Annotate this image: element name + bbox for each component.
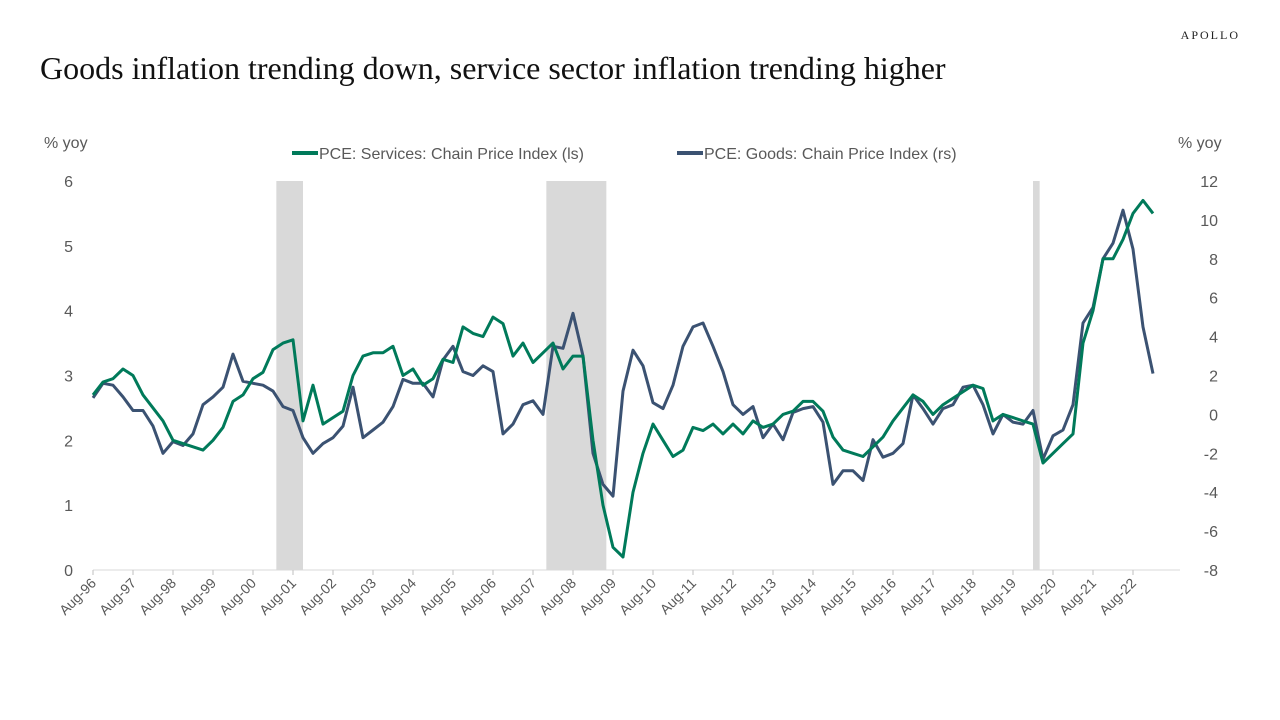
recession-band	[1033, 181, 1040, 570]
x-tick-label: Aug-22	[1096, 575, 1139, 618]
left-y-tick-label: 0	[64, 563, 73, 580]
left-y-tick-label: 6	[64, 174, 73, 191]
x-tick-label: Aug-21	[1056, 575, 1099, 618]
right-y-tick-label: 10	[1200, 213, 1218, 230]
right-y-tick-label: -8	[1204, 563, 1218, 580]
x-tick-label: Aug-10	[616, 575, 659, 618]
left-y-tick-label: 2	[64, 433, 73, 450]
x-tick-label: Aug-08	[536, 575, 579, 618]
x-tick-label: Aug-18	[936, 575, 979, 618]
x-tick-label: Aug-05	[416, 575, 459, 618]
left-y-axis: 0 1 2 3 4 5 6	[64, 174, 73, 580]
x-tick-label: Aug-98	[136, 575, 179, 618]
x-tick-label: Aug-97	[96, 575, 139, 618]
chart-title: Goods inflation trending down, service s…	[40, 50, 946, 86]
x-tick-label: Aug-96	[56, 575, 99, 618]
right-y-tick-label: -6	[1204, 524, 1218, 541]
legend-label-services: PCE: Services: Chain Price Index (ls)	[319, 146, 584, 163]
right-y-axis: -8 -6 -4 -2 0 2 4 6 8 10 12	[1200, 174, 1218, 580]
x-tick-label: Aug-06	[456, 575, 499, 618]
x-tick-label: Aug-19	[976, 575, 1019, 618]
left-y-tick-label: 5	[64, 239, 73, 256]
right-y-tick-label: 8	[1209, 252, 1218, 269]
goods-series-line	[91, 208, 1155, 498]
right-y-tick-label: 4	[1209, 330, 1218, 347]
x-tick-label: Aug-17	[896, 575, 939, 618]
right-y-tick-label: -4	[1204, 485, 1218, 502]
left-y-tick-label: 3	[64, 369, 73, 386]
right-y-tick-label: 0	[1209, 407, 1218, 424]
right-y-tick-label: 6	[1209, 291, 1218, 308]
right-axis-unit: % yoy	[1178, 135, 1222, 152]
left-y-tick-label: 1	[64, 498, 73, 515]
x-tick-label: Aug-03	[336, 575, 379, 618]
x-tick-label: Aug-00	[216, 575, 259, 618]
right-y-tick-label: 12	[1200, 174, 1218, 191]
x-tick-label: Aug-12	[696, 575, 739, 618]
x-tick-label: Aug-99	[176, 575, 219, 618]
services-series-line	[91, 198, 1155, 559]
x-tick-label: Aug-01	[256, 575, 299, 618]
recession-bands	[276, 181, 1040, 570]
x-tick-label: Aug-15	[816, 575, 859, 618]
x-tick-label: Aug-09	[576, 575, 619, 618]
x-axis: Aug-96Aug-97Aug-98Aug-99Aug-00Aug-01Aug-…	[56, 569, 1180, 618]
series-lines	[91, 198, 1155, 559]
x-tick-label: Aug-11	[657, 575, 700, 618]
recession-band	[546, 181, 607, 570]
right-y-tick-label: -2	[1204, 446, 1218, 463]
left-y-tick-label: 4	[64, 304, 73, 321]
x-tick-label: Aug-16	[856, 575, 899, 618]
legend-label-goods: PCE: Goods: Chain Price Index (rs)	[704, 146, 957, 163]
x-tick-label: Aug-13	[736, 575, 779, 618]
recession-band	[276, 181, 303, 570]
brand-logo: APOLLO	[1180, 28, 1240, 42]
x-tick-label: Aug-04	[376, 575, 419, 618]
left-axis-unit: % yoy	[44, 135, 88, 152]
legend: PCE: Services: Chain Price Index (ls) PC…	[292, 146, 957, 163]
x-tick-label: Aug-02	[296, 575, 339, 618]
x-tick-label: Aug-20	[1016, 575, 1059, 618]
x-tick-label: Aug-14	[776, 575, 819, 618]
right-y-tick-label: 2	[1209, 369, 1218, 386]
x-tick-label: Aug-07	[496, 575, 539, 618]
